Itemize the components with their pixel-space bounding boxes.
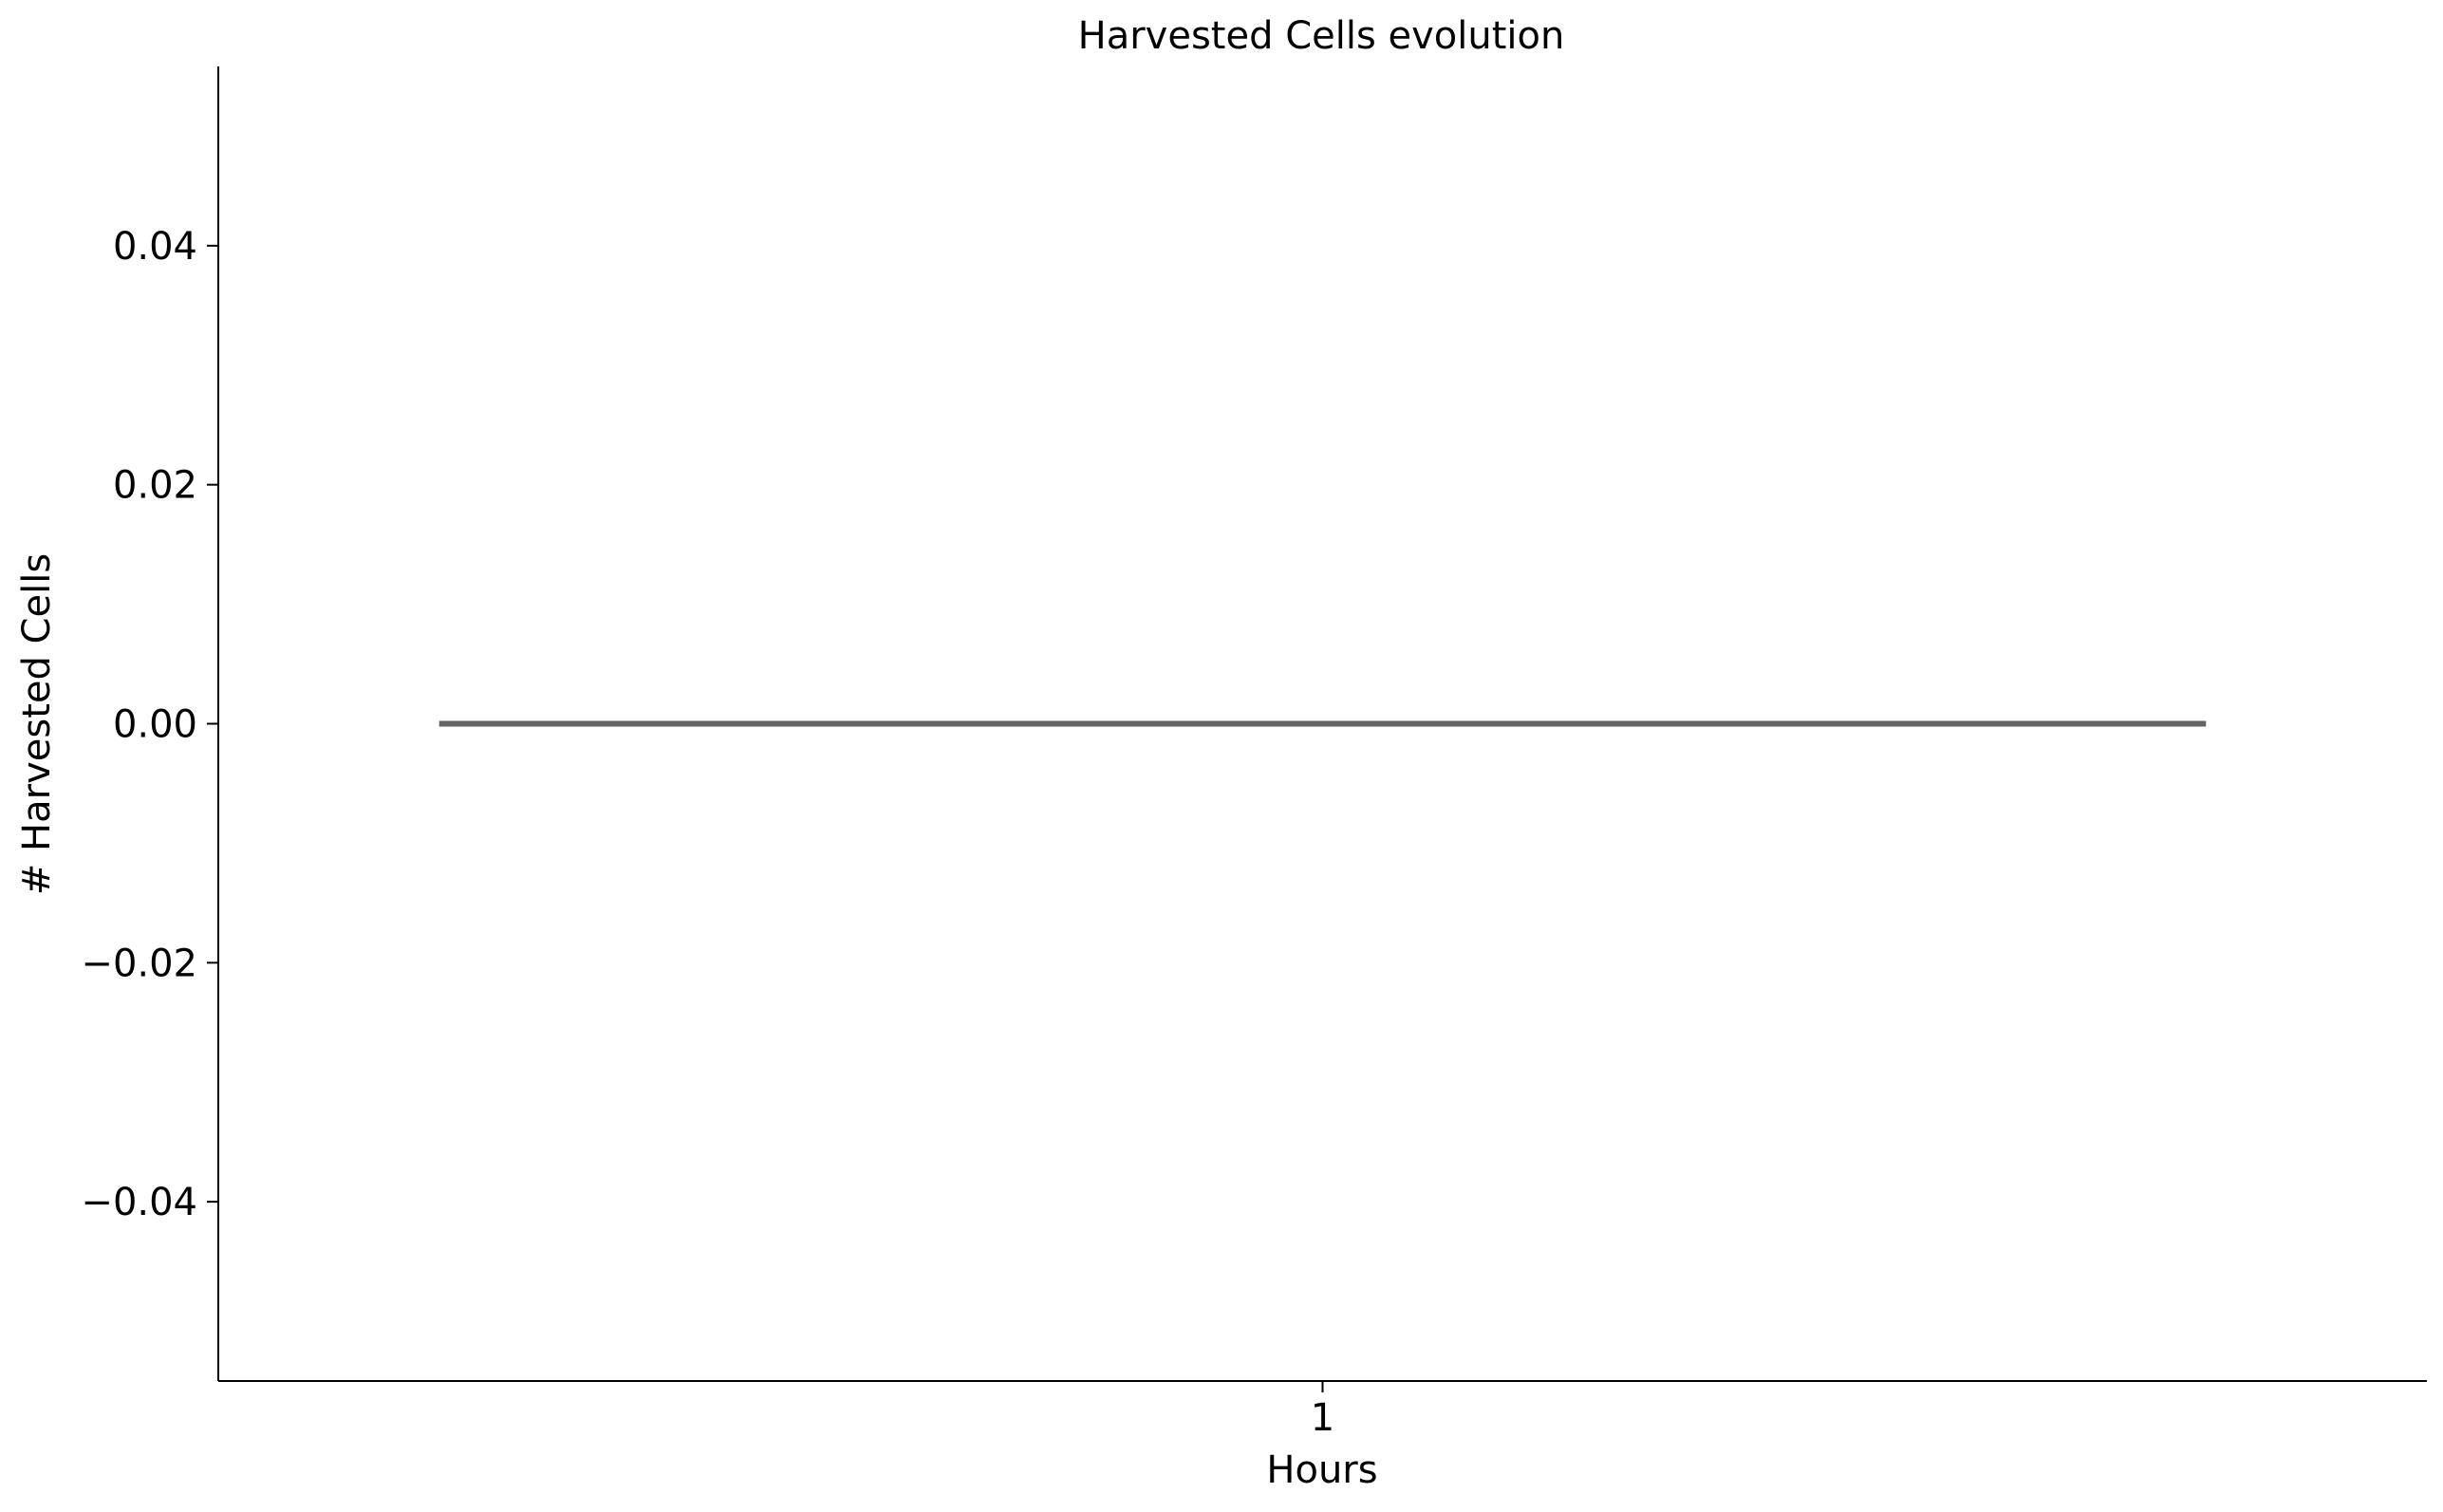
y-axis-label: # Harvested Cells [15,553,59,895]
x-axis: 1 [1311,1381,1334,1440]
chart-title: Harvested Cells evolution [1078,14,1565,58]
y-tick-label: 0.00 [113,703,197,747]
bar [438,720,2207,727]
y-tick-label: −0.02 [81,942,197,985]
bars [438,720,2207,727]
y-tick-label: 0.02 [113,464,197,508]
x-tick-label: 1 [1311,1396,1334,1440]
x-axis-label: Hours [1266,1448,1377,1492]
y-tick-label: 0.04 [113,225,197,269]
y-axis: −0.04 −0.02 0.00 0.02 0.04 [81,225,218,1224]
y-tick-label: −0.04 [81,1181,197,1224]
